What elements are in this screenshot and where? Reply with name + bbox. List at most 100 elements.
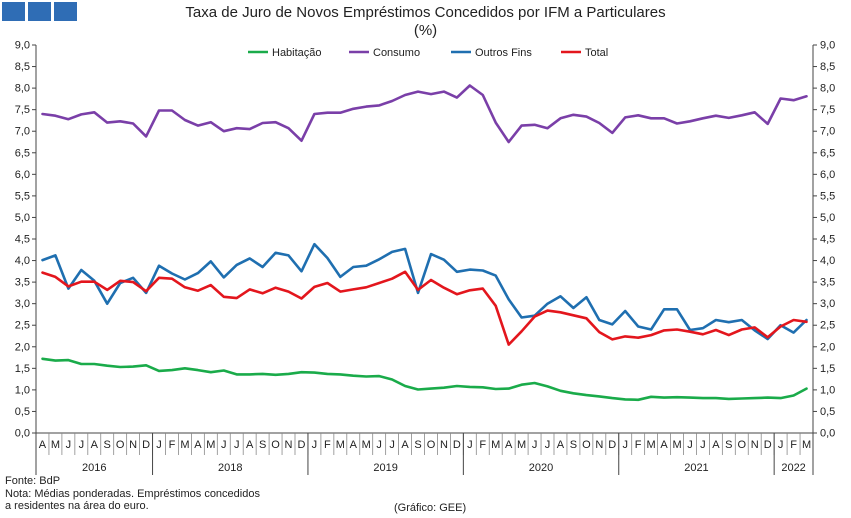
- y-tick-label-right: 1,5: [820, 363, 835, 375]
- gee-logo: [2, 2, 77, 21]
- y-tick-label-right: 6,5: [820, 147, 835, 159]
- month-label: S: [259, 439, 266, 451]
- year-label: 2021: [684, 462, 708, 474]
- month-label: J: [532, 439, 538, 451]
- note-line-1: Nota: Médias ponderadas. Empréstimos con…: [5, 487, 260, 500]
- y-tick-label-right: 2,5: [820, 320, 835, 332]
- month-label: M: [51, 439, 60, 451]
- month-label: A: [660, 439, 668, 451]
- month-label: J: [79, 439, 85, 451]
- y-tick-label-right: 6,0: [820, 169, 835, 181]
- month-label: N: [285, 439, 293, 451]
- month-label: O: [271, 439, 280, 451]
- month-label: M: [647, 439, 656, 451]
- month-label: D: [297, 439, 305, 451]
- month-label: J: [778, 439, 784, 451]
- month-label: M: [362, 439, 371, 451]
- month-label: M: [672, 439, 681, 451]
- month-label: J: [234, 439, 240, 451]
- y-tick-label-right: 5,0: [820, 212, 835, 224]
- series-line-outros-fins: [41, 242, 808, 341]
- y-tick-label-right: 7,5: [820, 104, 835, 116]
- month-label: J: [221, 439, 227, 451]
- month-label: N: [595, 439, 603, 451]
- month-label: J: [545, 439, 551, 451]
- y-tick-label-right: 9,0: [820, 40, 835, 52]
- month-label: M: [491, 439, 500, 451]
- axes: 0,0 0,0 0,5 0,5 1,0 1,0 1,5 1,5 2,0 2,0 2,5 2,5 3,0 3…: [15, 40, 835, 475]
- y-tick-label-left: 7,5: [15, 104, 30, 116]
- month-label: J: [156, 439, 162, 451]
- month-label: M: [336, 439, 345, 451]
- y-tick-label-left: 8,5: [15, 61, 30, 73]
- series-lines: [41, 84, 808, 402]
- y-tick-label-left: 4,0: [15, 255, 30, 267]
- month-label: F: [169, 439, 176, 451]
- month-label: S: [414, 439, 421, 451]
- y-tick-label-left: 6,5: [15, 147, 30, 159]
- y-tick-label-left: 1,5: [15, 363, 30, 375]
- month-label: J: [66, 439, 72, 451]
- y-tick-label-left: 0,0: [15, 428, 30, 440]
- month-label: O: [116, 439, 125, 451]
- y-tick-label-right: 3,5: [820, 277, 835, 289]
- month-label: D: [608, 439, 616, 451]
- month-label: J: [467, 439, 473, 451]
- month-label: J: [700, 439, 706, 451]
- legend-label-total: Total: [585, 47, 608, 59]
- month-label: A: [246, 439, 254, 451]
- y-tick-label-right: 8,5: [820, 61, 835, 73]
- year-label: 2022: [781, 462, 805, 474]
- month-label: J: [376, 439, 382, 451]
- y-tick-label-left: 3,0: [15, 298, 30, 310]
- chart-title: Taxa de Juro de Novos Empréstimos Conced…: [185, 4, 666, 21]
- month-label: M: [180, 439, 189, 451]
- month-label: N: [751, 439, 759, 451]
- month-label: O: [427, 439, 436, 451]
- y-tick-label-left: 3,5: [15, 277, 30, 289]
- year-label: 2018: [218, 462, 242, 474]
- month-label: S: [570, 439, 577, 451]
- month-label: A: [91, 439, 99, 451]
- month-label: J: [687, 439, 693, 451]
- month-label: F: [790, 439, 797, 451]
- year-label: 2016: [82, 462, 106, 474]
- y-tick-label-right: 2,0: [820, 341, 835, 353]
- legend-label-outros-fins: Outros Fins: [475, 47, 532, 59]
- credit-text: (Gráfico: GEE): [394, 502, 467, 514]
- month-label: O: [582, 439, 591, 451]
- y-tick-label-left: 6,0: [15, 169, 30, 181]
- year-label: 2019: [373, 462, 397, 474]
- y-tick-label-right: 8,0: [820, 83, 835, 95]
- month-label: A: [401, 439, 409, 451]
- month-label: A: [39, 439, 47, 451]
- y-tick-label-left: 2,0: [15, 341, 30, 353]
- month-label: D: [453, 439, 461, 451]
- month-label: F: [635, 439, 642, 451]
- y-tick-label-left: 1,0: [15, 384, 30, 396]
- y-tick-label-left: 2,5: [15, 320, 30, 332]
- month-label: F: [479, 439, 486, 451]
- y-tick-label-right: 7,0: [820, 126, 835, 138]
- month-label: A: [557, 439, 565, 451]
- y-tick-label-left: 0,5: [15, 406, 30, 418]
- y-tick-label-left: 9,0: [15, 40, 30, 52]
- month-label: A: [350, 439, 358, 451]
- y-tick-label-right: 5,5: [820, 190, 835, 202]
- month-label: A: [194, 439, 202, 451]
- note-line-2: a residentes na área do euro.: [5, 500, 149, 512]
- y-tick-label-right: 0,5: [820, 406, 835, 418]
- y-tick-label-left: 7,0: [15, 126, 30, 138]
- source-text: Fonte: BdP: [5, 475, 61, 487]
- y-tick-label-right: 0,0: [820, 428, 835, 440]
- month-label: J: [389, 439, 395, 451]
- month-label: N: [129, 439, 137, 451]
- month-label: S: [104, 439, 111, 451]
- y-tick-label-left: 4,5: [15, 234, 30, 246]
- month-label: M: [517, 439, 526, 451]
- series-line-habitacao: [41, 357, 808, 402]
- month-label: J: [622, 439, 628, 451]
- month-label: A: [712, 439, 720, 451]
- month-label: N: [440, 439, 448, 451]
- y-tick-label-right: 4,5: [820, 234, 835, 246]
